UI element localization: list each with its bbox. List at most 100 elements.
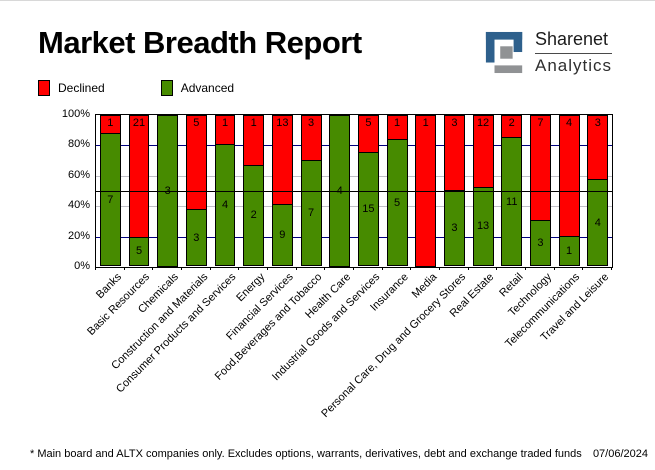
advanced-count-label: 9 bbox=[279, 228, 286, 241]
bar-industrial-goods-and-services: 5 15 bbox=[354, 115, 383, 267]
x-axis-tick bbox=[410, 267, 412, 270]
declined-count-label: 1 bbox=[250, 117, 257, 129]
advanced-swatch bbox=[160, 80, 173, 96]
advanced-segment: 11 bbox=[501, 137, 523, 266]
x-axis-tick bbox=[582, 267, 584, 270]
gridline-80 bbox=[96, 145, 612, 147]
declined-count-label: 5 bbox=[193, 117, 200, 129]
declined-segment: 3 bbox=[443, 115, 465, 191]
gridline-60 bbox=[96, 175, 612, 177]
advanced-count-label: 4 bbox=[594, 216, 601, 229]
advanced-segment: 9 bbox=[271, 203, 293, 266]
sharenet-logo-text: Sharenet Analytics bbox=[535, 29, 613, 76]
logo-text-analytics: Analytics bbox=[535, 56, 613, 75]
bar-financial-services: 13 9 bbox=[268, 115, 297, 267]
x-axis-tick bbox=[324, 267, 326, 270]
declined-count-label: 3 bbox=[307, 117, 315, 129]
chart-legend: Declined Advanced bbox=[38, 80, 234, 96]
advanced-segment: 5 bbox=[128, 236, 150, 266]
advanced-count-label: 5 bbox=[135, 245, 143, 258]
footer: * Main board and ALTX companies only. Ex… bbox=[30, 448, 648, 460]
declined-count-label: 12 bbox=[476, 117, 490, 129]
declined-segment: 4 bbox=[558, 115, 580, 237]
y-axis-label: 40% bbox=[67, 199, 90, 212]
stacked-bar: 21 5 bbox=[128, 115, 150, 267]
sharenet-logo: Sharenet Analytics bbox=[484, 29, 613, 76]
x-axis-tick bbox=[95, 267, 96, 270]
declined-count-label: 3 bbox=[451, 117, 458, 129]
footnote: * Main board and ALTX companies only. Ex… bbox=[30, 448, 582, 460]
legend-item-declined: Declined bbox=[38, 80, 105, 96]
declined-count-label: 4 bbox=[566, 117, 573, 129]
advanced-segment: 5 bbox=[386, 139, 408, 266]
logo-text-sharenet: Sharenet bbox=[535, 29, 613, 54]
declined-count-label: 1 bbox=[422, 117, 429, 129]
declined-segment: 12 bbox=[472, 115, 494, 188]
advanced-segment: 4 bbox=[587, 179, 609, 266]
stacked-bar: 5 15 bbox=[357, 115, 379, 267]
declined-count-label: 2 bbox=[508, 117, 515, 129]
bar-basic-resources: 21 5 bbox=[125, 115, 154, 267]
x-axis-tick bbox=[467, 267, 469, 270]
declined-segment: 7 bbox=[529, 115, 551, 222]
advanced-segment: 4 bbox=[214, 144, 236, 266]
y-axis-label: 60% bbox=[67, 168, 90, 181]
stacked-bar: 12 13 bbox=[472, 115, 494, 267]
advanced-segment: 3 bbox=[185, 209, 207, 266]
x-axis-tick bbox=[209, 267, 211, 270]
x-axis-tick bbox=[611, 267, 612, 270]
advanced-segment: 7 bbox=[300, 159, 322, 266]
declined-count-label: 3 bbox=[594, 117, 601, 129]
advanced-segment: 3 bbox=[529, 220, 551, 266]
advanced-count-label: 2 bbox=[250, 209, 257, 222]
advanced-count-label: 13 bbox=[476, 220, 490, 233]
declined-segment: 1 bbox=[99, 115, 121, 134]
advanced-segment: 2 bbox=[243, 164, 265, 266]
y-axis-label: 100% bbox=[61, 108, 90, 120]
legend-item-advanced: Advanced bbox=[160, 80, 235, 96]
fifty-percent-line bbox=[96, 191, 612, 192]
bar-retail: 2 11 bbox=[497, 115, 526, 267]
advanced-segment: 3 bbox=[443, 190, 465, 266]
advanced-segment: 7 bbox=[99, 133, 121, 266]
advanced-count-label: 15 bbox=[362, 203, 375, 215]
x-axis-tick bbox=[238, 267, 240, 270]
x-axis-tick bbox=[152, 267, 154, 270]
advanced-label: Advanced bbox=[180, 81, 235, 95]
y-axis-label: 80% bbox=[67, 138, 90, 151]
declined-segment: 5 bbox=[185, 115, 207, 210]
advanced-count-label: 4 bbox=[221, 199, 229, 212]
x-axis-tick bbox=[181, 267, 182, 270]
declined-count-label: 13 bbox=[276, 117, 289, 129]
declined-count-label: 21 bbox=[132, 117, 146, 129]
report-date: 07/06/2024 bbox=[592, 448, 648, 460]
advanced-count-label: 7 bbox=[307, 206, 315, 219]
declined-label: Declined bbox=[58, 81, 105, 95]
declined-count-label: 1 bbox=[107, 117, 114, 129]
y-axis-label: 20% bbox=[67, 229, 90, 242]
declined-segment: 1 bbox=[214, 115, 236, 146]
gridline-20 bbox=[96, 236, 612, 238]
x-axis-tick bbox=[295, 267, 297, 270]
declined-count-label: 5 bbox=[365, 117, 372, 129]
advanced-count-label: 3 bbox=[451, 222, 458, 234]
page-title: Market Breadth Report bbox=[38, 25, 362, 60]
stacked-bar: 2 11 bbox=[501, 115, 523, 267]
advanced-segment: 1 bbox=[558, 235, 580, 266]
declined-swatch bbox=[38, 80, 50, 96]
advanced-count-label: 5 bbox=[393, 196, 401, 209]
